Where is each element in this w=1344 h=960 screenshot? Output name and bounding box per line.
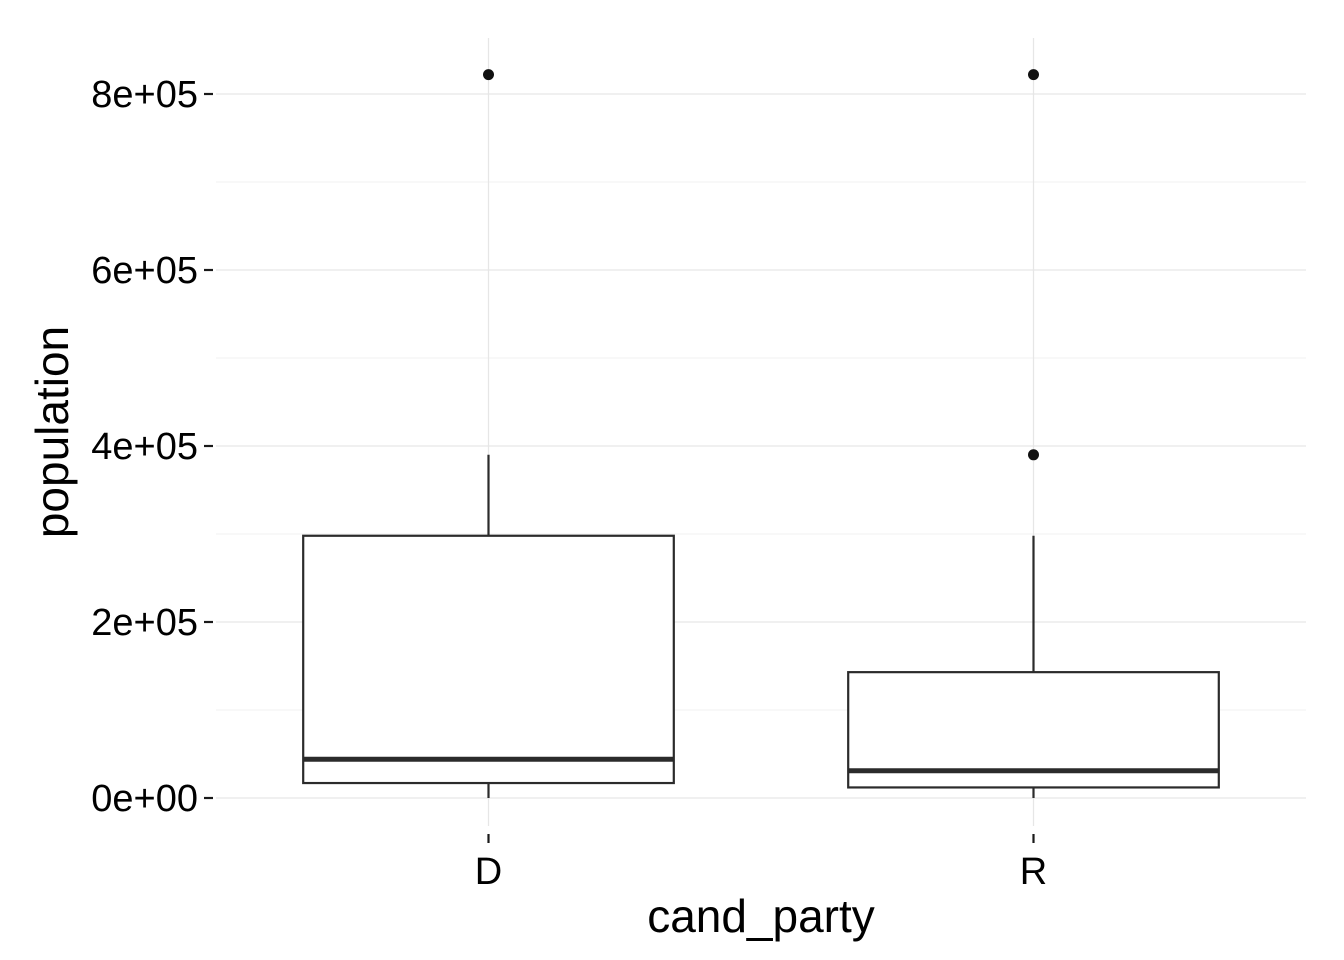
outlier-point xyxy=(1028,449,1039,461)
y-tick-label: 2e+05 xyxy=(91,602,198,644)
x-tick-label: D xyxy=(475,851,502,893)
y-tick-label: 0e+00 xyxy=(91,778,198,820)
outlier-point xyxy=(1028,69,1039,81)
iqr-box xyxy=(302,534,675,785)
outlier-points xyxy=(483,69,1039,461)
axes: 0e+00 2e+05 4e+05 6e+05 8e+05 D R xyxy=(91,74,1047,893)
x-tick-label: R xyxy=(1020,851,1047,893)
box-R xyxy=(847,535,1220,798)
y-tick-label: 8e+05 xyxy=(91,74,198,116)
y-tick-label: 6e+05 xyxy=(91,250,198,292)
box-D xyxy=(302,454,675,798)
x-axis-title: cand_party xyxy=(647,890,875,942)
y-tick-label: 4e+05 xyxy=(91,426,198,468)
outlier-point xyxy=(483,69,494,81)
boxes xyxy=(302,454,1220,798)
y-axis-title: population xyxy=(26,326,78,538)
